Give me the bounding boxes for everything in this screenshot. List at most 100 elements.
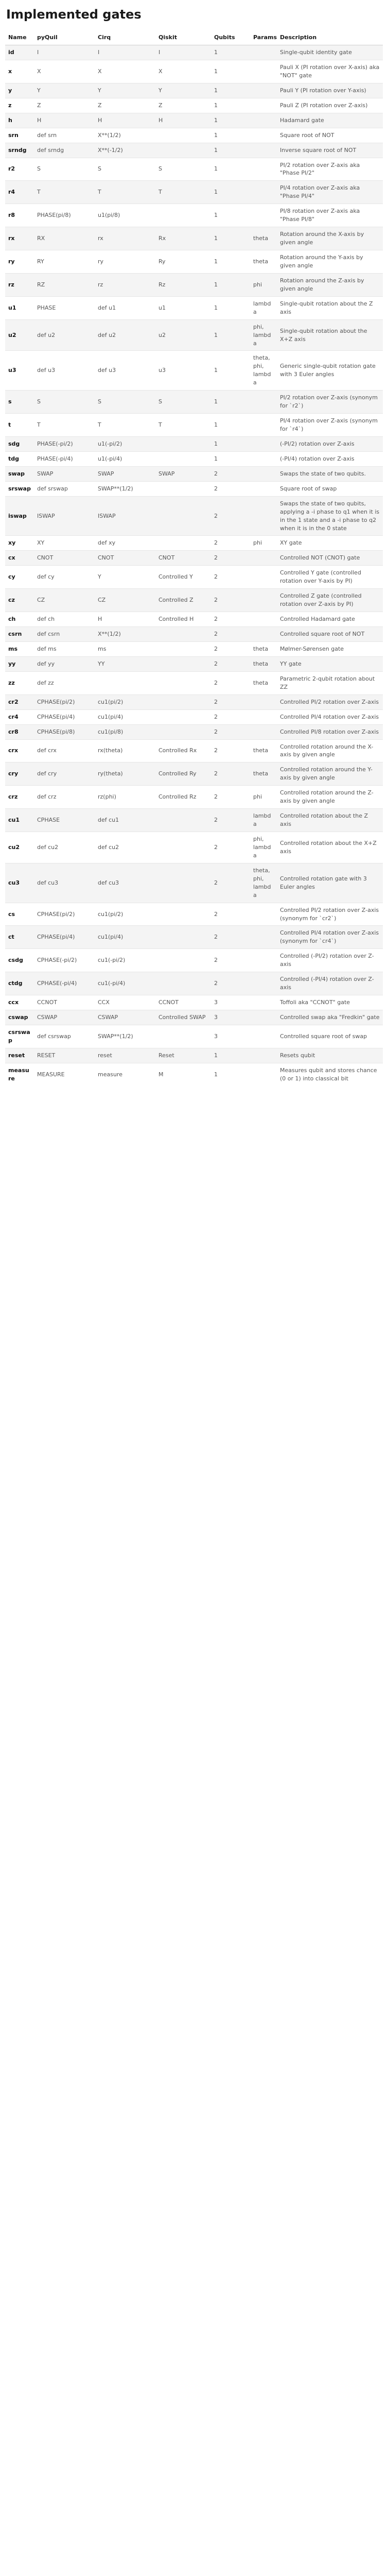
cell-cirq: ry(theta)	[95, 762, 155, 786]
cell-name: r2	[5, 157, 34, 181]
cell-qiskit	[155, 709, 211, 725]
cell-qiskit	[155, 972, 211, 995]
cell-qubits: 2	[211, 496, 250, 536]
cell-qiskit: Ry	[155, 250, 211, 274]
cell-pyquil: CPHASE(pi/4)	[34, 709, 95, 725]
cell-qubits: 1	[211, 112, 250, 128]
cell-qubits: 2	[211, 694, 250, 710]
cell-pyquil: X	[34, 59, 95, 83]
cell-params	[250, 180, 277, 204]
cell-description: (-PI/4) rotation over Z-axis	[277, 451, 383, 467]
cell-qubits: 1	[211, 1047, 250, 1063]
cell-cirq: rx	[95, 227, 155, 250]
cell-description: Controlled rotation around the Z-axis by…	[277, 785, 383, 809]
cell-qubits: 1	[211, 82, 250, 98]
table-row: cr4 CPHASE(pi/4) cu1(pi/4) 2 Controlled PI/4…	[5, 709, 383, 725]
cell-qubits: 2	[211, 535, 250, 551]
cell-cirq: def cu2	[95, 832, 155, 863]
cell-description: YY gate	[277, 656, 383, 672]
cell-description: Swaps the state of two qubits.	[277, 466, 383, 482]
cell-cirq: cu1(-pi/2)	[95, 948, 155, 972]
cell-qubits: 2	[211, 724, 250, 739]
cell-params	[250, 59, 277, 83]
cell-qiskit	[155, 204, 211, 227]
cell-params: theta	[250, 250, 277, 274]
cell-name: h	[5, 112, 34, 128]
cell-qubits: 1	[211, 142, 250, 158]
cell-description: Controlled Z gate (controlled rotation o…	[277, 588, 383, 612]
cell-qubits: 2	[211, 481, 250, 497]
cell-qiskit: Controlled H	[155, 612, 211, 627]
table-row: rz RZ rz Rz 1 phi Rotation around the Z-axis b…	[5, 273, 383, 297]
cell-pyquil: def srndg	[34, 142, 95, 158]
cell-name: csrn	[5, 626, 34, 642]
cell-pyquil: RZ	[34, 273, 95, 297]
cell-qiskit: CCNOT	[155, 995, 211, 1010]
cell-name: id	[5, 45, 34, 60]
table-row: cx CNOT CNOT CNOT 2 Controlled NOT (CNOT) gat…	[5, 550, 383, 566]
cell-cirq: X**(1/2)	[95, 626, 155, 642]
cell-cirq: cu1(pi/4)	[95, 925, 155, 949]
table-row: r4 T T T 1 PI/4 rotation over Z-axis aka "Pha…	[5, 180, 383, 204]
cell-qubits: 1	[211, 390, 250, 414]
cell-pyquil: def srswap	[34, 481, 95, 497]
table-row: x X X X 1 Pauli X (PI rotation over X-axis) a…	[5, 59, 383, 83]
cell-description: Controlled PI/4 rotation over Z-axis	[277, 709, 383, 725]
cell-name: cs	[5, 902, 34, 926]
cell-params	[250, 902, 277, 926]
cell-description: Rotation around the X-axis by given angl…	[277, 227, 383, 250]
table-row: reset RESET reset Reset 1 Resets qubit	[5, 1047, 383, 1063]
cell-description: Single-qubit identity gate	[277, 45, 383, 60]
cell-qubits: 1	[211, 436, 250, 452]
cell-cirq	[95, 671, 155, 695]
cell-description: PI/8 rotation over Z-axis aka "Phase PI/…	[277, 204, 383, 227]
cell-cirq: ms	[95, 641, 155, 657]
cell-params: theta	[250, 739, 277, 762]
header-pyquil: pyQuil	[34, 30, 95, 45]
cell-params: phi, lambda	[250, 832, 277, 863]
cell-cirq: u1(-pi/2)	[95, 436, 155, 452]
cell-qubits: 1	[211, 59, 250, 83]
cell-qiskit: H	[155, 112, 211, 128]
cell-description: Single-qubit rotation about the X+Z axis	[277, 319, 383, 351]
table-row: ccx CCNOT CCX CCNOT 3 Toffoli aka "CCNOT" gat…	[5, 995, 383, 1010]
cell-description: Inverse square root of NOT	[277, 142, 383, 158]
cell-qiskit: CNOT	[155, 550, 211, 566]
cell-qubits: 1	[211, 127, 250, 143]
table-header-row: Name pyQuil Cirq Qiskit Qubits Params De…	[5, 30, 383, 45]
cell-name: crz	[5, 785, 34, 809]
cell-qiskit: Controlled Rz	[155, 785, 211, 809]
cell-name: cz	[5, 588, 34, 612]
cell-qiskit	[155, 535, 211, 551]
cell-name: cx	[5, 550, 34, 566]
cell-name: csdg	[5, 948, 34, 972]
cell-qiskit	[155, 724, 211, 739]
cell-params	[250, 948, 277, 972]
cell-cirq: ry	[95, 250, 155, 274]
cell-pyquil: CNOT	[34, 550, 95, 566]
cell-qubits: 1	[211, 157, 250, 181]
cell-pyquil: def u2	[34, 319, 95, 351]
cell-cirq: rz	[95, 273, 155, 297]
cell-pyquil: def zz	[34, 671, 95, 695]
cell-params	[250, 995, 277, 1010]
cell-qiskit	[155, 948, 211, 972]
cell-params	[250, 436, 277, 452]
cell-params	[250, 45, 277, 60]
table-row: ms def ms ms 2 theta Mølmer-Sørensen gate	[5, 641, 383, 657]
cell-qiskit: T	[155, 413, 211, 437]
table-row: u2 def u2 def u2 u2 1 phi, lambda Single-qubit…	[5, 319, 383, 351]
cell-description: Square root of swap	[277, 481, 383, 497]
cell-qubits: 2	[211, 925, 250, 949]
table-row: iswap ISWAP ISWAP 2 Swaps the state of two q…	[5, 496, 383, 536]
cell-cirq: u1(-pi/4)	[95, 451, 155, 467]
cell-description: Controlled PI/2 rotation over Z-axis (sy…	[277, 902, 383, 926]
cell-qubits: 2	[211, 709, 250, 725]
cell-params	[250, 612, 277, 627]
cell-description: Controlled rotation about the Z axis	[277, 808, 383, 832]
cell-cirq: cu1(pi/2)	[95, 902, 155, 926]
cell-qiskit: Controlled Ry	[155, 762, 211, 786]
cell-name: srn	[5, 127, 34, 143]
cell-pyquil: I	[34, 45, 95, 60]
cell-qubits: 1	[211, 97, 250, 113]
